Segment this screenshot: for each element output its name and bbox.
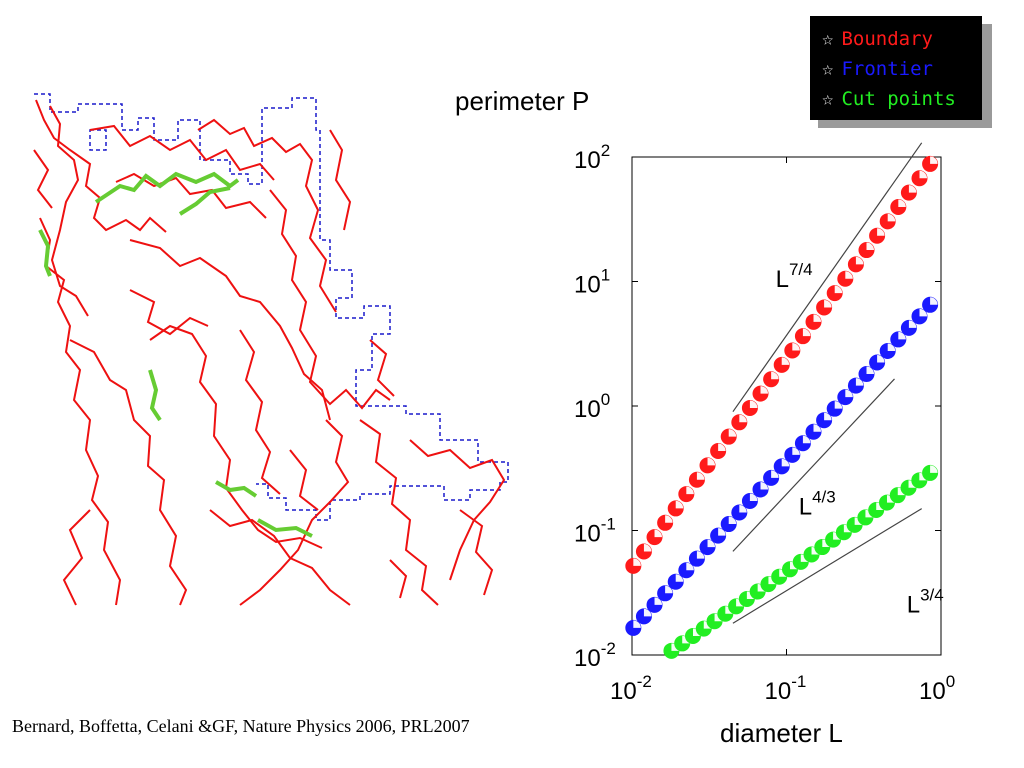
data-point-highlight <box>749 493 758 501</box>
data-point-highlight <box>749 400 758 408</box>
data-point-highlight <box>824 412 832 421</box>
star-icon: ☆ <box>822 58 834 80</box>
slope-guide-line <box>732 378 895 552</box>
data-point-highlight <box>845 271 853 279</box>
data-point-highlight <box>855 256 864 265</box>
y-tick-label: 101 <box>574 266 610 299</box>
data-point-highlight <box>654 529 663 538</box>
series-frontier <box>625 296 939 636</box>
x-tick-label: 10-2 <box>610 672 652 705</box>
slope-label: L3/4 <box>907 585 944 618</box>
data-point-highlight <box>760 481 769 490</box>
data-point-highlight <box>813 314 822 322</box>
data-point-highlight <box>728 516 737 525</box>
guide-lines: L7/4 L4/3 L3/4 <box>732 142 944 624</box>
data-point-highlight <box>908 320 917 328</box>
y-tick-label: 100 <box>574 390 610 423</box>
data-point-highlight <box>675 574 684 582</box>
data-point-highlight <box>718 443 726 452</box>
data-point-highlight <box>919 170 927 179</box>
y-axis-label: perimeter P <box>455 86 590 116</box>
data-point-highlight <box>877 354 885 363</box>
data-point-highlight <box>898 199 906 207</box>
data-point-highlight <box>771 371 779 380</box>
data-point-highlight <box>802 435 811 444</box>
data-point-highlight <box>930 465 938 473</box>
x-axis-label: diameter L <box>720 718 843 748</box>
legend-label: Boundary <box>841 28 933 50</box>
data-point-highlight <box>643 544 652 552</box>
data-point-highlight <box>686 486 694 495</box>
data-point-highlight <box>771 470 779 478</box>
data-point-highlight <box>739 414 747 423</box>
data-point-highlight <box>643 608 652 617</box>
y-tick-label: 10-2 <box>574 639 616 672</box>
legend-box: ☆ Boundary ☆ Frontier ☆ Cut points <box>810 16 982 120</box>
slope-label: L7/4 <box>776 260 813 293</box>
data-point-highlight <box>855 378 864 386</box>
data-point-highlight <box>675 500 684 509</box>
data-point-highlight <box>802 328 811 337</box>
series-cut-points <box>663 464 939 659</box>
x-tick-label: 10-1 <box>765 672 807 705</box>
y-tick-label: 102 <box>574 141 610 174</box>
data-point-highlight <box>718 528 726 536</box>
data-point-highlight <box>845 389 853 398</box>
data-point-highlight <box>781 357 790 365</box>
data-point-highlight <box>707 539 716 548</box>
star-icon: ☆ <box>822 88 834 110</box>
data-point-highlight <box>877 228 885 236</box>
data-point-highlight <box>866 366 875 375</box>
star-icon: ☆ <box>822 28 834 50</box>
legend-item-frontier: ☆ Frontier <box>822 54 974 84</box>
data-point-highlight <box>781 458 790 467</box>
data-point-highlight <box>654 597 663 605</box>
percolation-cluster-illustration <box>33 93 509 606</box>
slope-guide-line <box>732 142 923 413</box>
y-tick-label: 10-1 <box>574 515 616 548</box>
slope-label: L4/3 <box>799 487 836 520</box>
data-point-highlight <box>633 620 641 628</box>
legend-item-boundary: ☆ Boundary <box>822 24 974 54</box>
data-point-highlight <box>887 213 896 222</box>
data-point-highlight <box>834 401 843 409</box>
series-boundary <box>625 155 939 574</box>
cut-point-traces <box>38 171 313 538</box>
data-point-highlight <box>866 242 875 251</box>
data-point-highlight <box>696 472 705 480</box>
data-point-highlight <box>665 515 673 523</box>
citation-text: Bernard, Boffetta, Celani &GF, Nature Ph… <box>12 716 470 736</box>
frontier-outline <box>34 93 509 521</box>
legend-label: Cut points <box>841 88 956 110</box>
data-point-highlight <box>739 505 747 513</box>
slope-guide-line <box>732 508 923 624</box>
data-point-highlight <box>707 457 716 466</box>
data-point-highlight <box>665 585 673 594</box>
data-series <box>625 155 939 659</box>
legend-item-cut-points: ☆ Cut points <box>822 84 974 114</box>
data-point-highlight <box>887 343 896 351</box>
data-point-highlight <box>633 558 641 566</box>
data-point-highlight <box>813 424 822 432</box>
data-point-highlight <box>760 386 769 394</box>
data-point-highlight <box>898 331 906 340</box>
data-point-highlight <box>930 156 938 164</box>
data-point-highlight <box>792 343 800 351</box>
data-point-highlight <box>728 429 737 437</box>
data-point-highlight <box>919 308 927 317</box>
data-point-highlight <box>834 285 843 294</box>
data-point-highlight <box>792 447 800 455</box>
legend-label: Frontier <box>841 58 933 80</box>
data-point-highlight <box>908 185 917 193</box>
data-point-highlight <box>824 299 832 308</box>
data-point-highlight <box>696 551 705 559</box>
data-point-highlight <box>686 562 694 571</box>
axis-ticks: 10-2 10-1 100 101 102 10-2 10-1 100 <box>574 141 955 705</box>
data-point-highlight <box>930 297 938 305</box>
boundary-traces <box>33 99 506 606</box>
x-tick-label: 100 <box>919 672 955 705</box>
